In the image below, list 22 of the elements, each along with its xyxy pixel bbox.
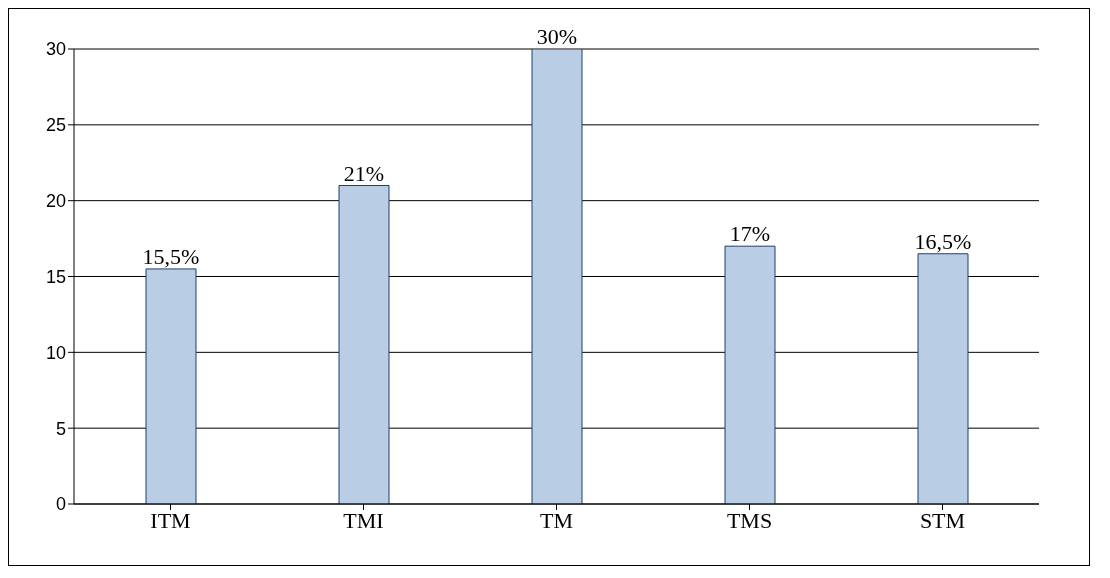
data-label: 15,5% [142,243,200,269]
data-label: 17% [729,221,771,247]
data-label: 16,5% [914,228,972,254]
x-tick-label: TM [540,507,573,533]
x-tick-label: TMI [343,507,384,533]
bar [724,245,776,504]
x-tick-label: ITM [150,507,191,533]
bar [145,268,197,504]
y-tick-label: 20 [45,191,66,212]
data-label: 21% [343,160,385,186]
y-tick-label: 15 [45,266,66,287]
x-tick-label: TMS [726,507,773,533]
data-label: 30% [536,24,578,49]
bar [917,253,969,504]
y-tick-label: 25 [45,115,66,136]
y-tick-label: 5 [55,418,66,439]
bar [531,49,583,504]
y-tick-label: 30 [45,39,66,60]
x-tick-label: STM [919,507,966,533]
y-tick-label: 0 [55,494,66,515]
bar [338,185,390,504]
y-tick-label: 10 [45,342,66,363]
